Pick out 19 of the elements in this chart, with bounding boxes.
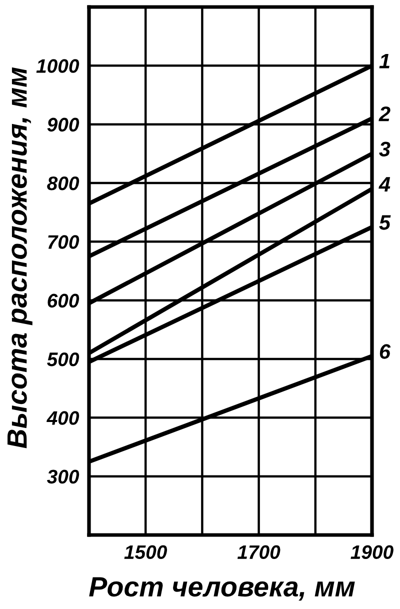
series-label: 2: [378, 106, 390, 122]
x-axis-title: Рост человека, мм: [89, 577, 355, 601]
y-axis-title: Высота расположения, мм: [8, 67, 32, 448]
series-label: 6: [380, 344, 391, 359]
x-tick-label: 1500: [124, 545, 168, 560]
series-label: 5: [379, 215, 391, 230]
x-tick-label: 1900: [350, 545, 394, 560]
y-tick-label: 600: [48, 294, 80, 308]
y-tick-label: 400: [46, 411, 80, 425]
y-tick-label: 900: [47, 118, 80, 132]
y-tick-label: 1000: [36, 59, 80, 73]
series-label: 3: [379, 142, 390, 156]
y-tick-label: 700: [48, 235, 80, 249]
y-tick-label: 300: [46, 470, 80, 484]
x-tick-label: 1700: [237, 545, 280, 560]
y-tick-label: 500: [47, 352, 80, 366]
series-label: 1: [379, 54, 390, 68]
y-tick-label: 800: [47, 176, 80, 190]
series-label: 4: [378, 177, 390, 192]
